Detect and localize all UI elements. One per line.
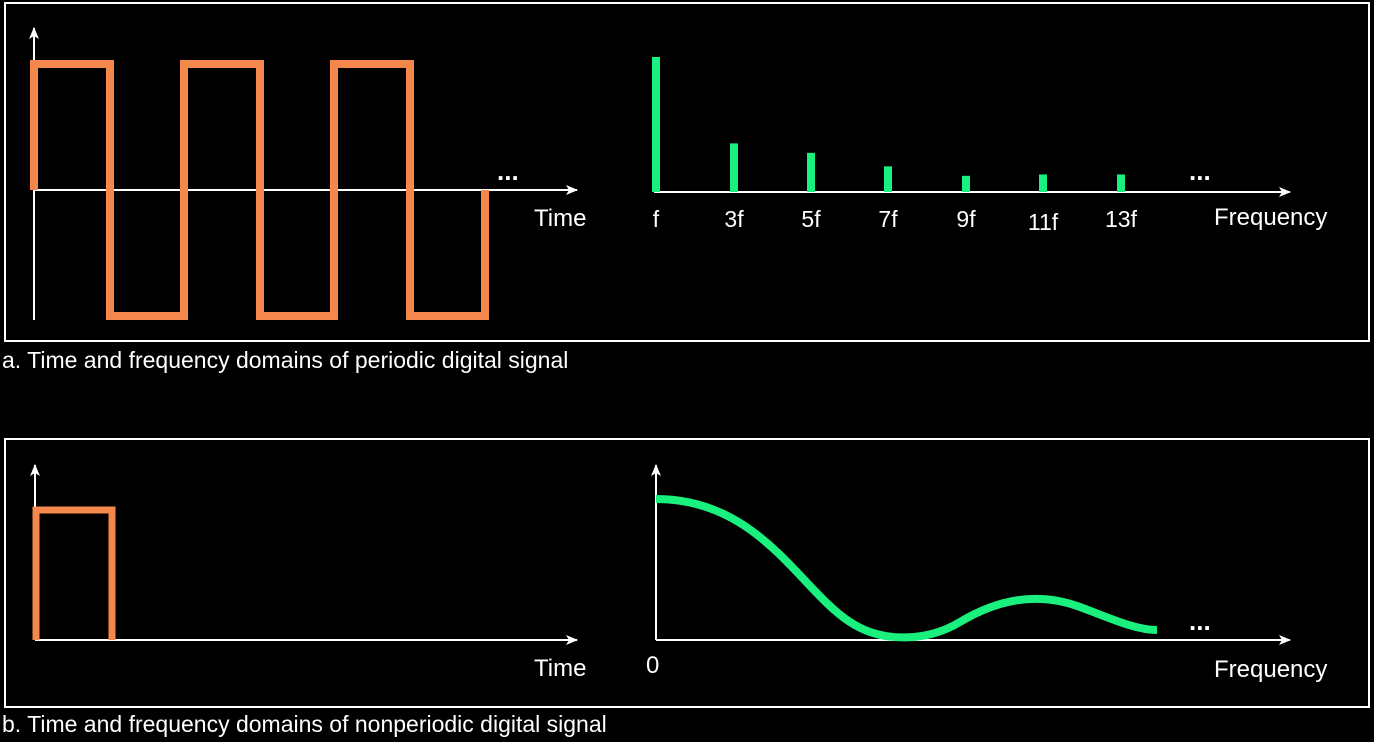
harmonic-bar-5f	[807, 152, 815, 192]
nonperiodic-frequency-domain: 0 ... Frequency	[646, 464, 1327, 683]
harmonic-label-11f: 11f	[1028, 209, 1059, 235]
harmonic-bar-11f	[1039, 174, 1047, 192]
origin-label: 0	[646, 652, 659, 679]
frequency-axis-label: Frequency	[1214, 204, 1327, 231]
periodic-frequency-domain: f 3f 5f 7f 9f 11f 13f ... Frequency	[652, 57, 1327, 235]
harmonic-label-7f: 7f	[878, 206, 898, 232]
time-axis-label-b: Time	[534, 655, 586, 682]
frequency-axis-label-b: Frequency	[1214, 656, 1327, 683]
panel-nonperiodic	[4, 438, 1370, 708]
panel-periodic	[4, 2, 1370, 342]
frequency-continuation-dots-b: ...	[1189, 606, 1211, 636]
harmonic-label-9f: 9f	[956, 206, 976, 232]
periodic-square-wave	[30, 60, 489, 320]
frequency-continuation-dots: ...	[1189, 156, 1211, 186]
harmonic-bar-13f	[1117, 174, 1125, 192]
time-continuation-dots: ...	[497, 156, 519, 186]
caption-periodic: a. Time and frequency domains of periodi…	[2, 347, 569, 373]
harmonic-bar-9f	[962, 175, 970, 192]
harmonic-label-f: f	[653, 206, 660, 232]
nonperiodic-time-domain: Time	[30, 464, 586, 682]
harmonic-label-5f: 5f	[801, 206, 821, 232]
harmonic-label-3f: 3f	[724, 206, 744, 232]
harmonic-bar-f	[652, 57, 660, 192]
harmonic-bar-3f	[730, 143, 738, 192]
harmonic-bar-7f	[884, 166, 892, 192]
caption-nonperiodic: b. Time and frequency domains of nonperi…	[2, 711, 607, 737]
continuous-spectrum-curve	[655, 495, 1158, 642]
periodic-time-domain: ... Time	[29, 27, 586, 320]
harmonic-label-13f: 13f	[1105, 206, 1138, 232]
single-pulse	[32, 506, 116, 640]
time-axis-label: Time	[534, 205, 586, 232]
